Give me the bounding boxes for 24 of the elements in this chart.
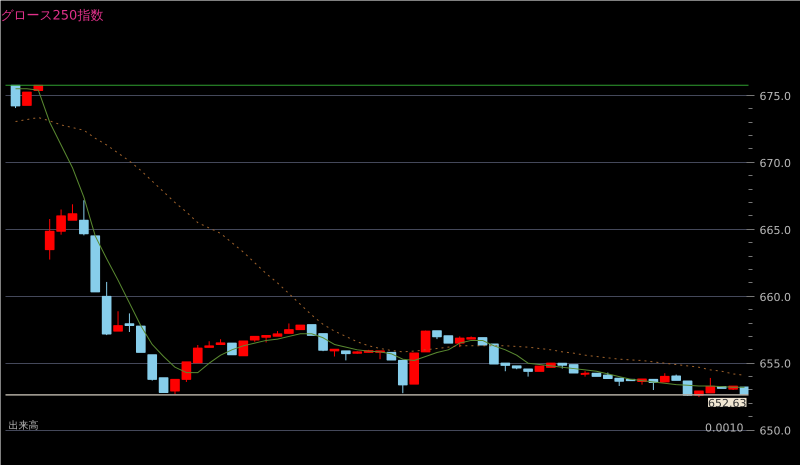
candlestick (420, 330, 430, 352)
candlestick (454, 336, 465, 348)
candlestick (341, 350, 351, 361)
candlestick (124, 312, 134, 333)
candlestick (44, 218, 55, 260)
candlestick (170, 378, 180, 395)
candlestick (284, 322, 294, 334)
chart-title: グロース250指数 (0, 8, 104, 24)
candlestick (79, 200, 89, 236)
annotation: 0.0010 (705, 422, 744, 434)
candlestick (238, 340, 248, 356)
candlestick (158, 377, 168, 394)
y-tick-label: 670.0 (760, 156, 791, 170)
candlestick (113, 310, 123, 332)
y-tick-label: 660.0 (760, 290, 791, 304)
y-tick-label: 675.0 (760, 90, 791, 103)
y-tick-label: 655.0 (760, 358, 791, 371)
annotation: 出来高 (8, 420, 38, 432)
candlestick (22, 92, 32, 106)
y-tick-label: 650.0 (760, 424, 791, 438)
ref-line-label: 652.63 (708, 396, 747, 410)
candlestick (192, 344, 203, 364)
y-tick-label: 665.0 (760, 224, 791, 237)
candlestick (182, 361, 192, 382)
